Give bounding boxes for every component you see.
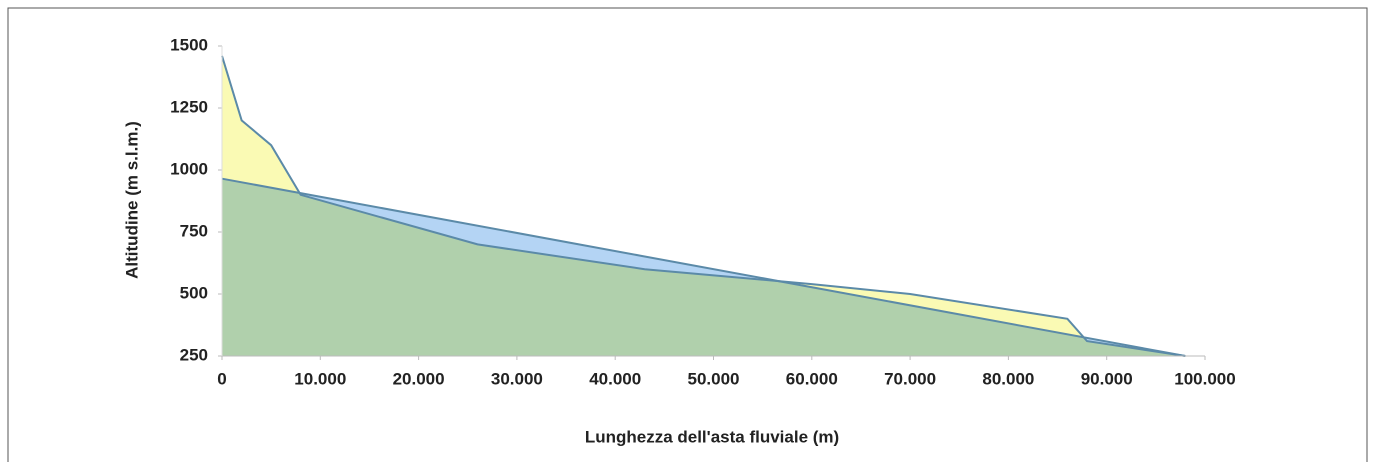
x-tick-label: 40.000: [589, 369, 641, 388]
x-tick-label: 0: [217, 369, 226, 388]
series-line: [221, 55, 1186, 357]
x-tick-label: 100.000: [1174, 369, 1235, 388]
y-tick-label: 1250: [170, 97, 208, 116]
frame: [7, 7, 1368, 462]
x-tick-label: 70.000: [884, 369, 936, 388]
x-tick-label: 60.000: [786, 369, 838, 388]
x-tick-label: 10.000: [294, 369, 346, 388]
y-tick-label: 1000: [170, 159, 208, 178]
x-tick-label: 90.000: [1081, 369, 1133, 388]
x-axis-label: Lunghezza dell'asta fluviale (m): [585, 427, 839, 446]
y-tick-label: 250: [180, 345, 208, 364]
y-axis-label: Altitudine (m s.l.m.): [122, 121, 141, 279]
x-tick-label: 30.000: [491, 369, 543, 388]
y-tick-label: 750: [180, 221, 208, 240]
x-tick-label: 20.000: [393, 369, 445, 388]
y-tick-label: 500: [180, 283, 208, 302]
y-tick-label: 1500: [170, 35, 208, 54]
x-tick-label: 50.000: [688, 369, 740, 388]
series-line: [221, 177, 1186, 357]
x-tick-label: 80.000: [982, 369, 1034, 388]
